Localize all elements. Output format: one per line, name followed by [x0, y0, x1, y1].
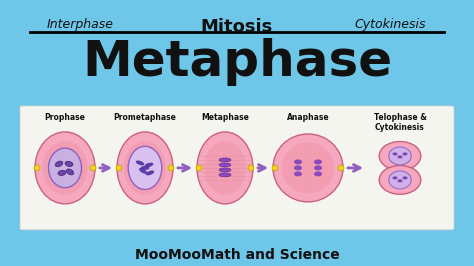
Ellipse shape: [43, 141, 88, 195]
Ellipse shape: [398, 155, 402, 159]
Ellipse shape: [314, 171, 322, 176]
Ellipse shape: [66, 169, 73, 175]
Text: Prophase: Prophase: [45, 113, 85, 122]
Ellipse shape: [294, 171, 302, 176]
Text: Mitosis: Mitosis: [201, 18, 273, 36]
Ellipse shape: [128, 146, 162, 189]
Text: MooMooMath and Science: MooMooMath and Science: [135, 248, 339, 262]
Ellipse shape: [389, 171, 411, 189]
Ellipse shape: [48, 148, 82, 188]
Circle shape: [168, 165, 174, 171]
Ellipse shape: [55, 161, 63, 167]
Ellipse shape: [389, 147, 411, 165]
Ellipse shape: [219, 158, 231, 162]
Ellipse shape: [145, 163, 154, 167]
Text: Cytokinesis: Cytokinesis: [354, 18, 426, 31]
Text: Interphase: Interphase: [46, 18, 113, 31]
Ellipse shape: [65, 161, 73, 167]
Text: Telophase &
Cytokinesis: Telophase & Cytokinesis: [374, 113, 427, 132]
Text: Anaphase: Anaphase: [287, 113, 329, 122]
Ellipse shape: [273, 134, 343, 202]
Ellipse shape: [35, 132, 95, 204]
Circle shape: [272, 165, 278, 171]
Ellipse shape: [146, 171, 154, 175]
Ellipse shape: [392, 176, 398, 179]
Ellipse shape: [204, 141, 246, 195]
Ellipse shape: [197, 132, 253, 204]
FancyBboxPatch shape: [20, 106, 454, 230]
Ellipse shape: [219, 168, 231, 172]
Ellipse shape: [58, 170, 66, 176]
Circle shape: [90, 165, 96, 171]
Circle shape: [248, 165, 254, 171]
Text: Prometaphase: Prometaphase: [114, 113, 176, 122]
Ellipse shape: [140, 166, 149, 170]
Ellipse shape: [402, 152, 408, 155]
Circle shape: [196, 165, 202, 171]
Ellipse shape: [379, 142, 421, 170]
Ellipse shape: [314, 165, 322, 171]
Ellipse shape: [314, 159, 322, 164]
Circle shape: [116, 165, 122, 171]
Ellipse shape: [136, 160, 144, 165]
Circle shape: [34, 165, 40, 171]
Circle shape: [338, 165, 344, 171]
Ellipse shape: [219, 163, 231, 167]
Ellipse shape: [402, 176, 408, 179]
Text: Metaphase: Metaphase: [201, 113, 249, 122]
Ellipse shape: [219, 173, 231, 177]
Ellipse shape: [282, 142, 334, 193]
Ellipse shape: [117, 132, 173, 204]
Text: Metaphase: Metaphase: [82, 38, 392, 86]
Ellipse shape: [139, 168, 147, 174]
Ellipse shape: [294, 165, 302, 171]
Ellipse shape: [398, 179, 402, 182]
Ellipse shape: [294, 159, 302, 164]
Ellipse shape: [379, 165, 421, 194]
Ellipse shape: [392, 152, 398, 155]
Ellipse shape: [124, 141, 166, 195]
